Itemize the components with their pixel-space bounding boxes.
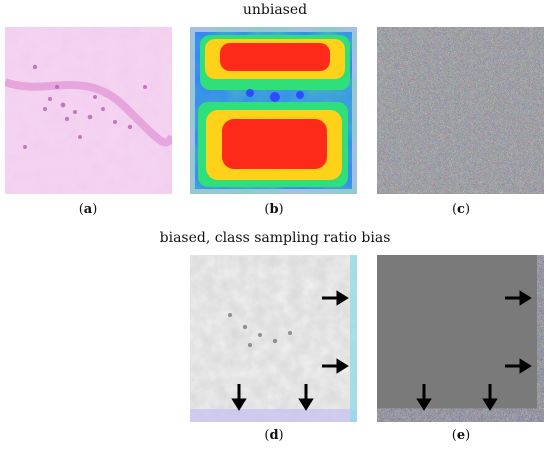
caption-c: (c): [451, 202, 471, 217]
panel-c-noise-gradient: [377, 27, 544, 194]
header-biased-class-sampling-ratio-bias: biased, class sampling ratio bias: [159, 230, 391, 246]
caption-b: (b): [264, 202, 284, 217]
panel-d-arrows: [231, 290, 349, 411]
header-unbiased: unbiased: [242, 2, 308, 18]
panel-a-he-tissue-image: [5, 27, 172, 194]
panel-d-grayscale-saliency: [190, 255, 357, 422]
panel-b-heatmap: [190, 27, 357, 194]
caption-d: (d): [264, 428, 284, 443]
caption-a: (a): [78, 202, 98, 217]
panel-e-gray-gradient: [377, 255, 544, 422]
caption-e: (e): [451, 428, 471, 443]
panel-e-arrows: [416, 290, 532, 411]
